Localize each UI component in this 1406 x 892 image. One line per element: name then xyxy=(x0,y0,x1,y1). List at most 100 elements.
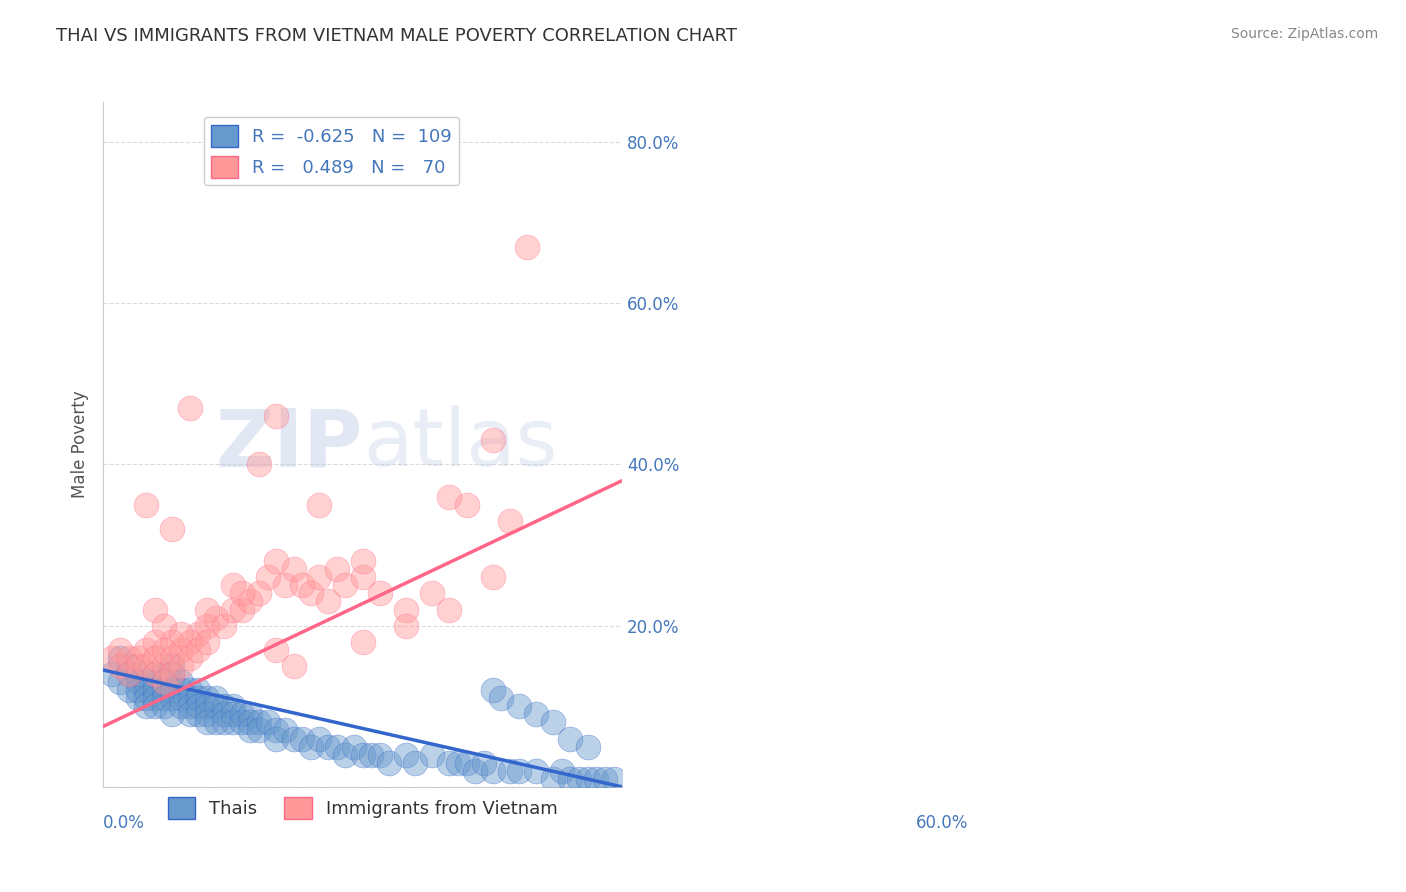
Point xyxy=(152,691,174,706)
Point xyxy=(231,586,253,600)
Point xyxy=(368,586,391,600)
Point xyxy=(170,675,193,690)
Point xyxy=(110,643,132,657)
Point xyxy=(456,756,478,770)
Text: Source: ZipAtlas.com: Source: ZipAtlas.com xyxy=(1230,27,1378,41)
Point xyxy=(247,723,270,738)
Point xyxy=(291,578,314,592)
Text: atlas: atlas xyxy=(363,405,557,483)
Point xyxy=(420,747,443,762)
Point xyxy=(204,715,226,730)
Point xyxy=(352,747,374,762)
Text: 60.0%: 60.0% xyxy=(917,814,969,832)
Point xyxy=(127,659,149,673)
Point xyxy=(274,578,297,592)
Point xyxy=(239,715,262,730)
Point xyxy=(247,715,270,730)
Point xyxy=(170,683,193,698)
Point xyxy=(456,498,478,512)
Point xyxy=(187,707,209,722)
Point xyxy=(162,667,184,681)
Point xyxy=(214,707,236,722)
Point xyxy=(274,723,297,738)
Point xyxy=(162,675,184,690)
Point xyxy=(247,586,270,600)
Point xyxy=(143,675,166,690)
Point xyxy=(368,747,391,762)
Point xyxy=(135,683,157,698)
Point xyxy=(560,772,582,786)
Point xyxy=(143,634,166,648)
Point xyxy=(179,634,201,648)
Point xyxy=(231,715,253,730)
Point xyxy=(127,667,149,681)
Point xyxy=(264,554,287,568)
Point xyxy=(222,715,245,730)
Point xyxy=(264,731,287,746)
Point xyxy=(204,699,226,714)
Point xyxy=(551,764,574,778)
Point xyxy=(101,667,124,681)
Point xyxy=(541,772,564,786)
Point xyxy=(195,634,218,648)
Point xyxy=(308,498,330,512)
Point xyxy=(222,707,245,722)
Point xyxy=(481,570,503,584)
Point xyxy=(152,675,174,690)
Point xyxy=(162,691,184,706)
Point xyxy=(576,739,599,754)
Point xyxy=(162,659,184,673)
Point xyxy=(576,772,599,786)
Point xyxy=(135,498,157,512)
Point xyxy=(343,739,366,754)
Point xyxy=(524,707,547,722)
Point xyxy=(214,618,236,632)
Point xyxy=(187,683,209,698)
Point xyxy=(404,756,426,770)
Point xyxy=(195,618,218,632)
Legend: Thais, Immigrants from Vietnam: Thais, Immigrants from Vietnam xyxy=(160,789,565,826)
Point xyxy=(162,522,184,536)
Point xyxy=(179,691,201,706)
Point xyxy=(352,634,374,648)
Point xyxy=(187,691,209,706)
Point xyxy=(377,756,399,770)
Point xyxy=(187,699,209,714)
Point xyxy=(152,683,174,698)
Point xyxy=(162,707,184,722)
Point xyxy=(143,699,166,714)
Point xyxy=(481,764,503,778)
Point xyxy=(516,240,538,254)
Point xyxy=(316,594,339,608)
Point xyxy=(214,715,236,730)
Point xyxy=(256,570,278,584)
Point xyxy=(499,764,522,778)
Point xyxy=(135,659,157,673)
Point xyxy=(170,691,193,706)
Point xyxy=(239,723,262,738)
Point xyxy=(326,739,349,754)
Point xyxy=(283,562,305,576)
Point xyxy=(162,683,184,698)
Point xyxy=(308,570,330,584)
Point xyxy=(170,659,193,673)
Point xyxy=(135,643,157,657)
Point xyxy=(118,659,141,673)
Point xyxy=(162,667,184,681)
Point xyxy=(127,683,149,698)
Point xyxy=(508,699,530,714)
Point xyxy=(291,731,314,746)
Text: ZIP: ZIP xyxy=(215,405,363,483)
Point xyxy=(187,643,209,657)
Point xyxy=(152,699,174,714)
Point xyxy=(204,691,226,706)
Point xyxy=(231,602,253,616)
Point xyxy=(118,651,141,665)
Point xyxy=(143,651,166,665)
Point xyxy=(152,618,174,632)
Point xyxy=(560,731,582,746)
Point xyxy=(127,675,149,690)
Point xyxy=(143,691,166,706)
Point xyxy=(179,401,201,415)
Point xyxy=(299,739,322,754)
